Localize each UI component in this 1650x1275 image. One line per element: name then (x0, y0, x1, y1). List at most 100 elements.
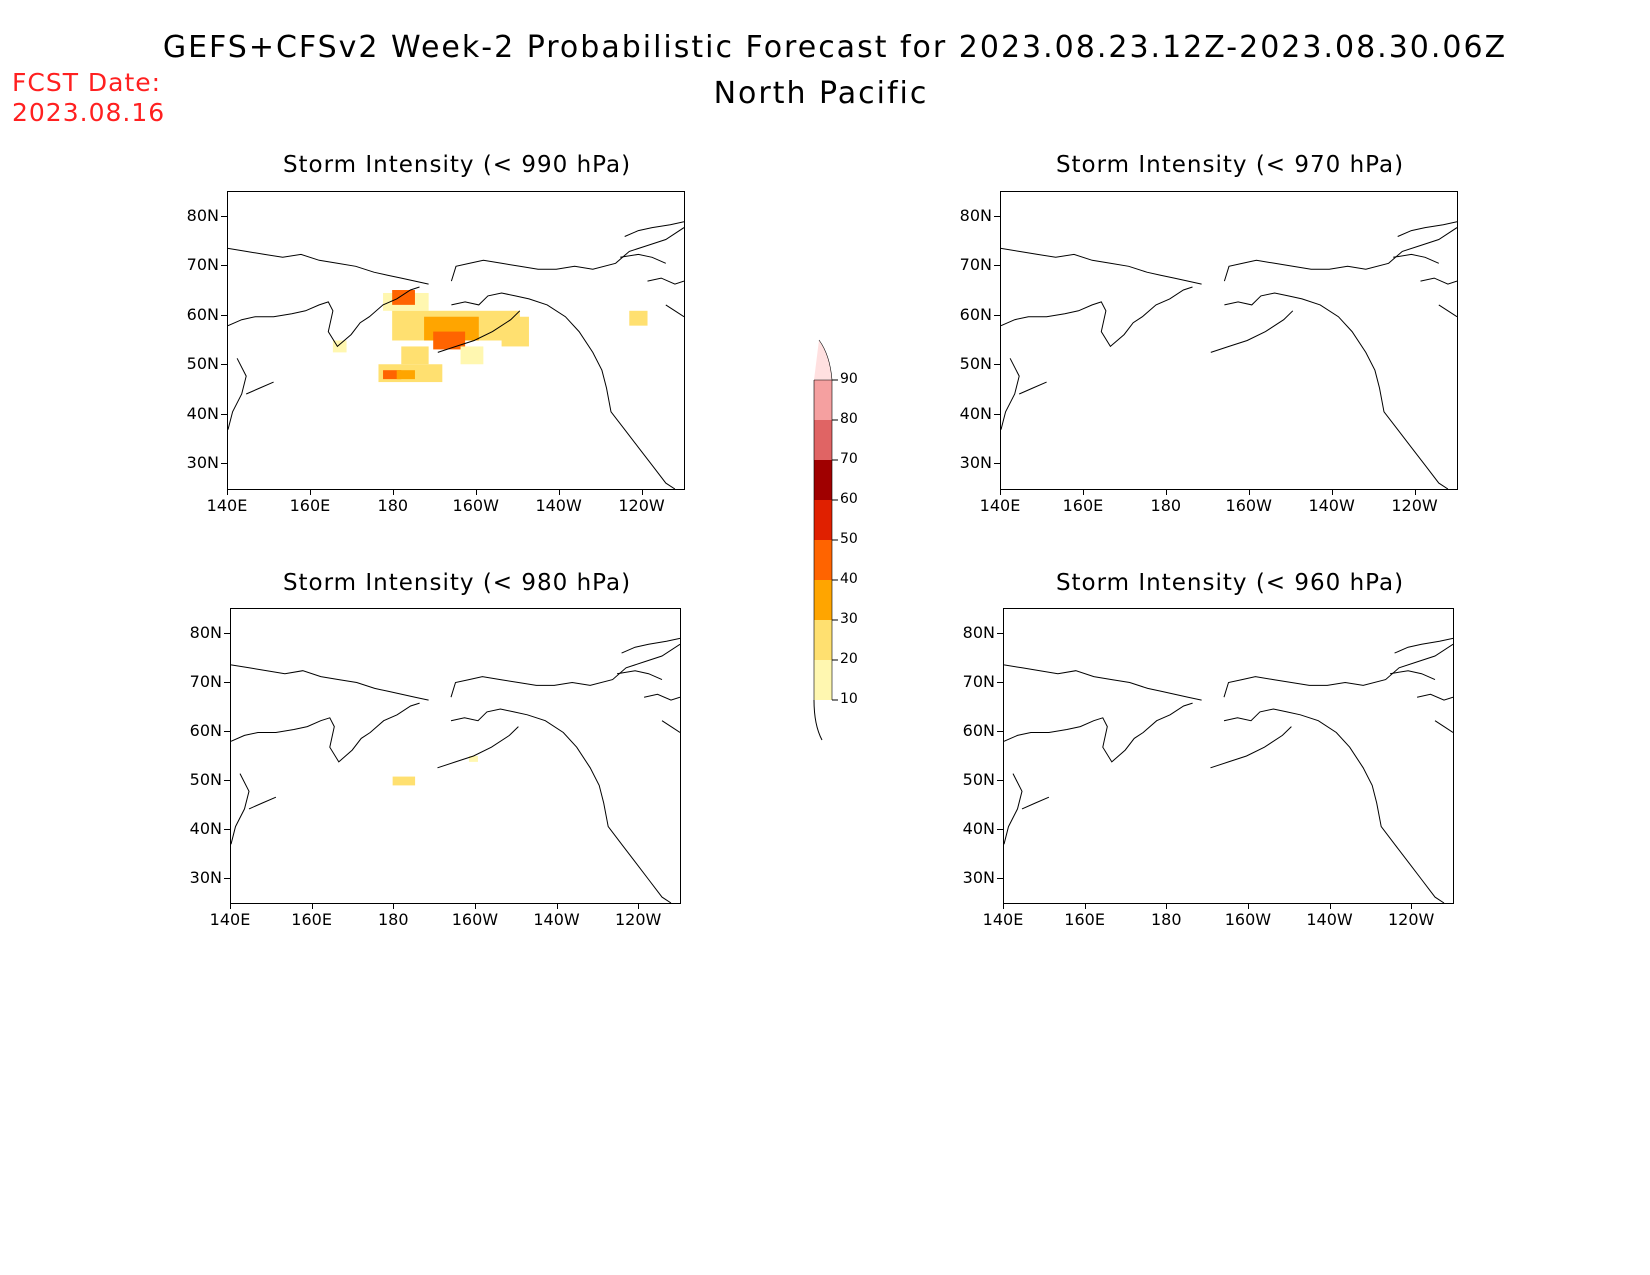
map-frame (230, 608, 681, 904)
lon-label: 120W (1391, 496, 1438, 515)
probability-cell (433, 331, 466, 350)
probability-cell (392, 290, 415, 305)
coastline (1021, 796, 1050, 810)
panel-title: Storm Intensity (< 960 hPa) (1055, 570, 1405, 596)
map-frame (1003, 608, 1454, 904)
coastline (643, 693, 680, 701)
coastline (1223, 227, 1457, 282)
lon-tick (392, 489, 394, 495)
colorbar-label: 50 (840, 531, 858, 547)
lon-label: 120W (618, 496, 665, 515)
colorbar-segment (814, 500, 832, 540)
coastline (1210, 726, 1292, 769)
colorbar-label: 70 (840, 451, 858, 467)
lat-label: 70N (959, 255, 992, 275)
panel-title: Storm Intensity (< 970 hPa) (1055, 152, 1405, 178)
lon-tick (1247, 903, 1249, 909)
coastline (1004, 773, 1023, 845)
lat-label: 50N (186, 354, 219, 374)
lat-label: 40N (962, 818, 995, 838)
coastline (450, 708, 672, 903)
lon-label: 140E (979, 496, 1021, 515)
lon-label: 120W (614, 910, 662, 929)
map-canvas (228, 221, 684, 489)
coastline (1397, 221, 1457, 237)
probability-cell (383, 370, 402, 380)
lon-tick (1329, 903, 1331, 909)
lon-label: 180 (377, 910, 409, 929)
colorbar-segment (814, 339, 833, 381)
colorbar-label: 80 (840, 411, 858, 427)
lat-tick (224, 632, 230, 634)
coastline (661, 720, 680, 733)
coastline (228, 247, 429, 285)
map-canvas (1004, 637, 1453, 903)
lat-tick (221, 364, 227, 366)
lon-tick (1331, 489, 1333, 495)
lat-label: 70N (962, 671, 995, 691)
coastline (450, 643, 680, 698)
lat-label: 30N (962, 867, 995, 887)
lon-label: 140W (535, 496, 582, 515)
colorbar-segment (814, 420, 832, 460)
probability-cell (396, 370, 415, 380)
lat-label: 80N (189, 622, 222, 642)
lat-label: 60N (962, 720, 995, 740)
lon-label: 180 (377, 496, 409, 515)
lat-tick (997, 828, 1003, 830)
lat-label: 30N (189, 867, 222, 887)
coastline (1001, 358, 1020, 430)
lon-tick (227, 489, 228, 495)
lat-tick (997, 877, 1003, 879)
lat-tick (221, 413, 227, 415)
colorbar-tail (813, 699, 823, 741)
probability-cell (629, 310, 648, 326)
coastline (1223, 708, 1445, 903)
coastline (1416, 693, 1453, 701)
lat-label: 30N (186, 453, 219, 473)
colorbar-segment (814, 460, 832, 500)
coastline (451, 292, 676, 489)
lon-label: 160W (1225, 496, 1272, 515)
coastline (1018, 381, 1047, 395)
lon-label: 180 (1150, 496, 1182, 515)
lat-label: 70N (186, 255, 219, 275)
lat-label: 40N (189, 818, 222, 838)
lat-label: 40N (186, 403, 219, 423)
lat-label: 60N (189, 720, 222, 740)
lat-label: 50N (959, 354, 992, 374)
colorbar-segment (814, 620, 832, 660)
lat-tick (221, 265, 227, 267)
coastline (245, 381, 274, 395)
coastline (1394, 637, 1453, 654)
map-canvas (231, 637, 680, 903)
colorbar-label: 40 (840, 571, 858, 587)
lat-tick (994, 215, 1000, 217)
lon-label: 140W (1306, 910, 1353, 929)
lon-tick (1248, 489, 1250, 495)
coastline (1004, 664, 1202, 701)
map-frame (227, 191, 685, 490)
lon-label: 120W (1387, 910, 1435, 929)
lat-label: 50N (189, 769, 222, 789)
lat-label: 80N (186, 205, 219, 225)
coastline (621, 637, 680, 654)
coastline (437, 310, 521, 353)
lon-tick (556, 903, 558, 909)
main-title: GEFS+CFSv2 Week-2 Probabilistic Forecast… (162, 30, 1508, 65)
lat-tick (224, 681, 230, 683)
lat-label: 40N (959, 403, 992, 423)
probability-cell (401, 346, 429, 365)
map-frame (1000, 191, 1458, 490)
lon-tick (638, 903, 640, 909)
lon-label: 160E (1064, 910, 1105, 929)
coastline (1393, 253, 1440, 264)
lon-label: 180 (1150, 910, 1182, 929)
lat-tick (221, 314, 227, 316)
lon-label: 160W (1224, 910, 1272, 929)
lon-label: 140E (206, 496, 248, 515)
coastline (1210, 310, 1294, 353)
lon-label: 140W (1308, 496, 1355, 515)
colorbar-label: 60 (840, 491, 858, 507)
colorbar-label: 30 (840, 611, 858, 627)
